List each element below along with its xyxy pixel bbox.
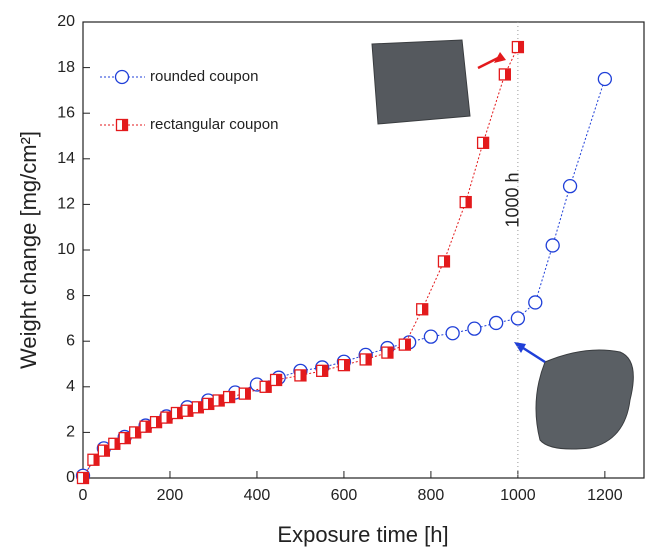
y-tick-label: 16 bbox=[57, 104, 75, 121]
data-point bbox=[510, 311, 526, 326]
data-point bbox=[316, 364, 329, 377]
x-axis-label: Exposure time [h] bbox=[277, 522, 448, 547]
annotation: 1000 h bbox=[503, 172, 523, 227]
data-point bbox=[337, 358, 351, 372]
data-point bbox=[528, 295, 543, 310]
data-point bbox=[87, 453, 100, 466]
x-tick-label: 800 bbox=[418, 487, 445, 504]
x-tick-label: 400 bbox=[244, 487, 271, 504]
y-tick-label: 14 bbox=[57, 150, 75, 167]
data-point bbox=[359, 353, 372, 366]
data-point bbox=[597, 71, 613, 87]
legend-label: rectangular coupon bbox=[150, 116, 278, 133]
y-tick-label: 4 bbox=[66, 378, 75, 395]
data-point bbox=[108, 437, 121, 450]
data-point bbox=[129, 426, 142, 439]
x-tick-label: 1000 bbox=[500, 487, 536, 504]
data-point bbox=[222, 390, 236, 404]
arrow bbox=[519, 344, 546, 364]
x-tick-label: 0 bbox=[79, 487, 88, 504]
data-point bbox=[160, 411, 173, 424]
arrow-head bbox=[494, 52, 506, 63]
coupon-photo-rectangular bbox=[371, 39, 471, 125]
y-axis-label: Weight change [mg/cm²] bbox=[16, 131, 41, 369]
data-point bbox=[398, 338, 411, 351]
y-tick-label: 8 bbox=[66, 287, 75, 304]
data-point bbox=[238, 387, 251, 400]
data-point bbox=[181, 404, 194, 417]
data-point bbox=[545, 238, 560, 253]
y-tick-label: 18 bbox=[57, 59, 75, 76]
x-tick-label: 1200 bbox=[587, 487, 623, 504]
coupon-photo-rounded bbox=[535, 349, 634, 450]
data-point bbox=[118, 431, 131, 445]
y-tick-label: 6 bbox=[66, 332, 75, 349]
legend-marker bbox=[115, 118, 129, 132]
data-point bbox=[76, 471, 90, 485]
data-point bbox=[467, 321, 482, 336]
data-point bbox=[476, 136, 490, 149]
y-tick-label: 10 bbox=[57, 241, 75, 258]
data-point bbox=[139, 420, 152, 433]
data-point bbox=[191, 401, 204, 414]
data-point bbox=[488, 315, 504, 331]
data-point bbox=[511, 40, 525, 54]
legend-marker bbox=[114, 69, 130, 85]
data-point bbox=[202, 397, 215, 411]
data-point bbox=[381, 346, 394, 359]
legend-label: rounded coupon bbox=[150, 68, 258, 85]
data-point bbox=[170, 406, 184, 420]
data-point bbox=[437, 255, 451, 268]
data-point bbox=[97, 444, 111, 457]
data-point bbox=[269, 373, 283, 387]
x-tick-label: 600 bbox=[331, 487, 358, 504]
data-point bbox=[423, 329, 439, 344]
data-point bbox=[562, 179, 578, 194]
y-tick-label: 12 bbox=[57, 196, 75, 213]
y-tick-label: 2 bbox=[66, 424, 75, 441]
data-point bbox=[416, 303, 429, 316]
data-point bbox=[149, 415, 163, 429]
data-point bbox=[459, 195, 472, 209]
data-point bbox=[212, 394, 225, 407]
data-point bbox=[445, 326, 460, 341]
y-tick-label: 0 bbox=[66, 469, 75, 486]
arrow-head bbox=[514, 342, 526, 353]
x-tick-label: 200 bbox=[157, 487, 184, 504]
data-point bbox=[259, 380, 272, 393]
y-tick-label: 20 bbox=[57, 13, 75, 30]
data-point bbox=[498, 68, 511, 81]
data-point bbox=[294, 369, 307, 382]
